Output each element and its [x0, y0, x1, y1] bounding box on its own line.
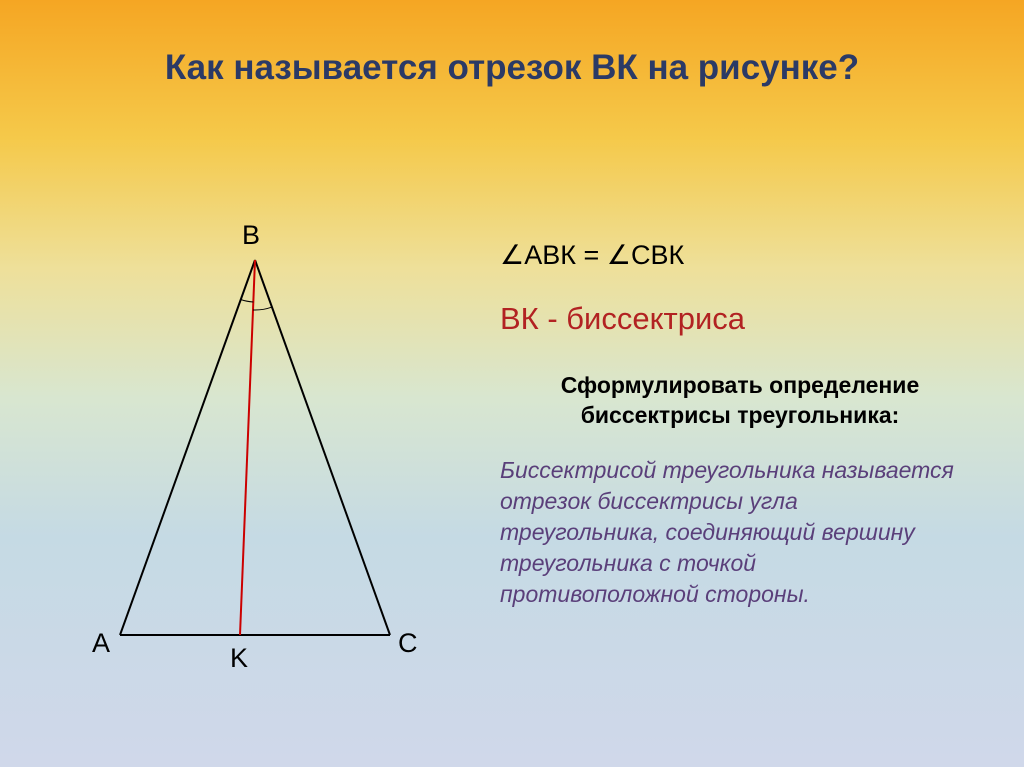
angle-icon: ∠ — [500, 240, 524, 270]
vertex-label-k: K — [230, 643, 248, 674]
angle-arc-right — [253, 307, 272, 310]
bisector-statement: ВК - биссектриса — [500, 301, 980, 337]
angle-equation: ∠АВК = ∠СВК — [500, 240, 980, 271]
slide-title: Как называется отрезок ВК на рисунке? — [0, 0, 1024, 88]
vertex-label-c: C — [398, 628, 418, 659]
definition-heading: Сформулировать определение биссектрисы т… — [500, 371, 980, 431]
slide: Как называется отрезок ВК на рисунке? A … — [0, 0, 1024, 767]
angle-arc-left — [241, 300, 254, 302]
eq-prefix: АВК = — [524, 240, 607, 270]
edge-bc — [255, 260, 390, 635]
triangle-svg — [90, 230, 430, 670]
bisector-bk — [240, 260, 255, 635]
vertex-label-b: B — [242, 220, 260, 251]
triangle-diagram: A B C K — [90, 230, 430, 670]
edge-ab — [120, 260, 255, 635]
eq-suffix: СВК — [631, 240, 684, 270]
vertex-label-a: A — [92, 628, 110, 659]
definition-body: Биссектрисой треугольника называется отр… — [500, 455, 980, 610]
content-area: A B C K ∠АВК = ∠СВК ВК - биссектриса Сфо… — [0, 230, 1024, 750]
angle-icon: ∠ — [607, 240, 631, 270]
text-column: ∠АВК = ∠СВК ВК - биссектриса Сформулиров… — [500, 240, 980, 610]
